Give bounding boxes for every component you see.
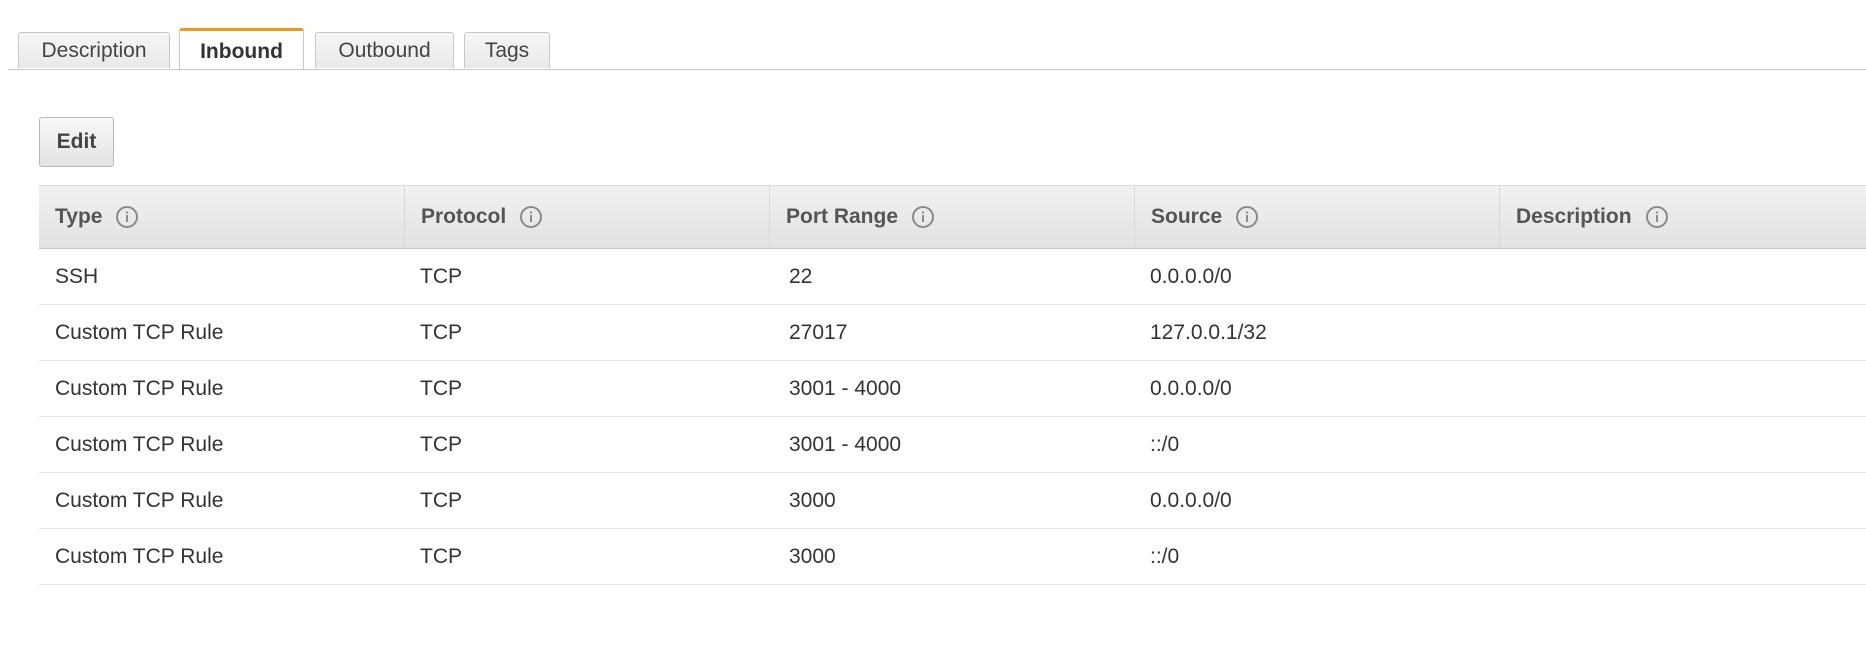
column-header-protocol: Protocol [404, 186, 769, 248]
column-header-label: Type [55, 205, 103, 228]
cell-description [1515, 305, 1866, 360]
column-header-label: Protocol [421, 205, 507, 228]
info-circle-icon[interactable] [1236, 206, 1259, 228]
tab-inbound[interactable]: Inbound [179, 28, 304, 69]
cell-description [1515, 249, 1866, 304]
cell-description [1515, 417, 1866, 472]
table-header: Type Protocol Port Range Source Descript… [39, 185, 1866, 249]
cell-type: SSH [55, 265, 99, 288]
cell-source: 0.0.0.0/0 [1150, 377, 1232, 400]
cell-description [1515, 361, 1866, 416]
tab-outbound[interactable]: Outbound [315, 32, 454, 68]
column-header-type: Type [39, 186, 404, 248]
tab-description[interactable]: Description [18, 32, 170, 68]
cell-port-range: 22 [789, 265, 813, 288]
cell-description [1515, 529, 1866, 584]
cell-port-range: 27017 [789, 321, 848, 344]
cell-protocol: TCP [420, 377, 462, 400]
cell-source: 127.0.0.1/32 [1150, 321, 1267, 344]
cell-port-range: 3001 - 4000 [789, 377, 902, 400]
column-header-label: Description [1516, 205, 1632, 228]
cell-protocol: TCP [420, 489, 462, 512]
cell-protocol: TCP [420, 545, 462, 568]
table-row: Custom TCP Rule TCP 3001 - 4000 ::/0 [39, 417, 1866, 473]
cell-type: Custom TCP Rule [55, 545, 224, 568]
cell-source: ::/0 [1150, 433, 1180, 456]
cell-type: Custom TCP Rule [55, 433, 224, 456]
cell-source: ::/0 [1150, 545, 1180, 568]
cell-source: 0.0.0.0/0 [1150, 265, 1232, 288]
column-header-label: Source [1151, 205, 1223, 228]
inbound-rules-table: Type Protocol Port Range Source Descript… [39, 185, 1866, 585]
column-header-description: Description [1499, 186, 1866, 248]
cell-description [1515, 473, 1866, 528]
table-row: SSH TCP 22 0.0.0.0/0 [39, 249, 1866, 305]
cell-protocol: TCP [420, 265, 462, 288]
info-circle-icon[interactable] [912, 206, 935, 228]
table-row: Custom TCP Rule TCP 3000 ::/0 [39, 529, 1866, 585]
tab-tags[interactable]: Tags [464, 32, 550, 68]
column-header-label: Port Range [786, 205, 899, 228]
cell-type: Custom TCP Rule [55, 377, 224, 400]
table-row: Custom TCP Rule TCP 3000 0.0.0.0/0 [39, 473, 1866, 529]
tab-bar: Description Inbound Outbound Tags [8, 28, 1866, 70]
cell-port-range: 3001 - 4000 [789, 433, 902, 456]
info-circle-icon[interactable] [520, 206, 543, 228]
cell-type: Custom TCP Rule [55, 489, 224, 512]
cell-port-range: 3000 [789, 545, 836, 568]
cell-source: 0.0.0.0/0 [1150, 489, 1232, 512]
table-row: Custom TCP Rule TCP 3001 - 4000 0.0.0.0/… [39, 361, 1866, 417]
info-circle-icon[interactable] [1645, 206, 1668, 228]
edit-button[interactable]: Edit [39, 117, 114, 167]
info-circle-icon[interactable] [116, 206, 139, 228]
table-row: Custom TCP Rule TCP 27017 127.0.0.1/32 [39, 305, 1866, 361]
cell-protocol: TCP [420, 433, 462, 456]
column-header-source: Source [1134, 186, 1499, 248]
cell-type: Custom TCP Rule [55, 321, 224, 344]
cell-port-range: 3000 [789, 489, 836, 512]
column-header-port-range: Port Range [769, 186, 1134, 248]
cell-protocol: TCP [420, 321, 462, 344]
